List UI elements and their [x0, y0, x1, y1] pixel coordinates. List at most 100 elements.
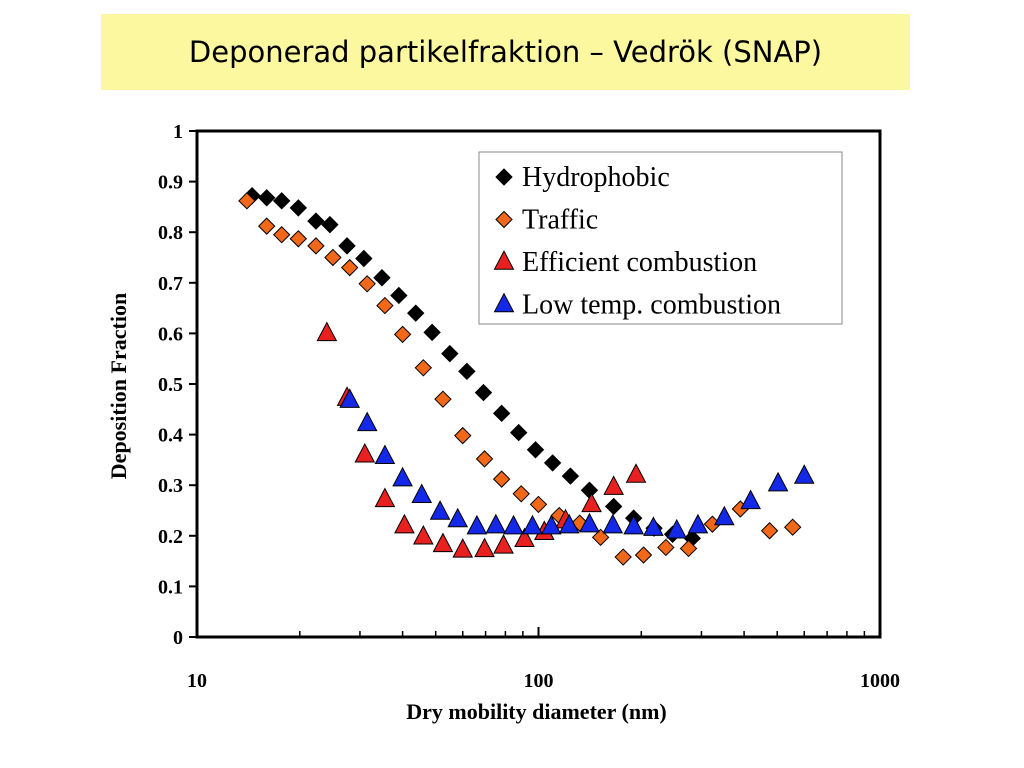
data-point — [272, 192, 291, 210]
data-point — [316, 321, 338, 342]
slide-title-text: Deponerad partikelfraktion – Vedrök (SNA… — [188, 35, 823, 69]
data-point — [414, 359, 433, 377]
y-tick-label: 0 — [173, 627, 183, 649]
data-point — [509, 423, 528, 442]
data-point — [492, 470, 511, 488]
data-point — [474, 383, 493, 402]
data-point — [392, 466, 413, 487]
data-point — [625, 463, 647, 483]
legend-label: Hydrophobic — [522, 162, 670, 193]
legend-marker — [493, 292, 515, 313]
data-point — [338, 237, 356, 255]
data-point — [657, 538, 675, 557]
data-point — [374, 444, 396, 465]
data-point — [687, 513, 709, 534]
y-tick-label: 0.3 — [158, 475, 183, 497]
data-point — [339, 388, 361, 408]
y-axis-title: Deposition Fraction — [106, 293, 131, 479]
data-point — [581, 492, 602, 513]
legend-marker — [493, 250, 515, 270]
data-point — [529, 495, 548, 514]
data-point — [307, 237, 325, 255]
data-point — [452, 538, 474, 558]
data-point — [454, 426, 472, 445]
data-point — [272, 226, 291, 244]
data-point — [354, 442, 376, 463]
data-point — [522, 514, 543, 535]
data-point — [413, 524, 434, 545]
data-point — [390, 286, 408, 305]
data-point — [493, 534, 514, 554]
data-point — [540, 514, 562, 535]
data-point — [411, 483, 433, 504]
data-point — [561, 467, 580, 485]
data-point — [492, 404, 511, 423]
data-point — [393, 325, 412, 344]
y-tick-label: 0.1 — [158, 576, 183, 598]
y-tick-label: 0.2 — [158, 526, 183, 548]
data-point — [238, 192, 256, 210]
data-point — [767, 471, 789, 492]
data-point — [580, 481, 599, 499]
data-point — [793, 464, 815, 484]
data-point — [432, 532, 454, 553]
x-tick-label: 10 — [187, 670, 207, 692]
data-point — [474, 537, 495, 558]
y-tick-label: 1 — [173, 121, 183, 143]
data-point — [503, 514, 524, 535]
data-point — [679, 539, 698, 558]
legend-box — [478, 151, 843, 325]
x-tick-label: 1000 — [860, 670, 900, 692]
data-point — [257, 189, 276, 207]
data-point — [614, 548, 632, 566]
y-tick-label: 0.6 — [158, 323, 183, 345]
y-tick-label: 0.5 — [158, 374, 183, 396]
axes: 0 0.1 0.2 0.3 0.4 0.5 0.6 0.7 0.8 0.9 1 10 100 1000 Dr… — [106, 121, 900, 724]
data-point — [441, 344, 459, 363]
data-point — [289, 199, 308, 217]
data-point — [434, 390, 452, 408]
series-efficient-combustion — [316, 321, 647, 558]
data-point — [604, 497, 623, 516]
data-point — [475, 450, 494, 468]
data-point — [376, 296, 394, 315]
y-tick-label: 0.8 — [158, 222, 183, 244]
y-tick-label: 0.9 — [158, 172, 183, 194]
data-point — [289, 230, 308, 248]
data-point — [307, 212, 325, 230]
data-point — [429, 500, 451, 520]
data-point — [634, 546, 653, 564]
data-point — [526, 441, 545, 459]
legend: Hydrophobic Traffic Efficient combustion Lo… — [478, 151, 843, 325]
data-point — [407, 304, 425, 322]
data-point — [783, 518, 802, 536]
legend-label: Low temp. combustion — [522, 290, 781, 321]
data-point — [485, 513, 507, 534]
data-point — [356, 411, 378, 432]
data-point — [603, 475, 624, 495]
data-point — [340, 258, 359, 277]
data-point — [602, 513, 624, 534]
data-point — [643, 516, 664, 536]
data-point — [257, 217, 276, 235]
data-point — [373, 269, 391, 287]
data-point — [512, 485, 530, 503]
data-point — [458, 362, 476, 381]
data-point — [321, 215, 339, 234]
slide-title: Deponerad partikelfraktion – Vedrök (SNA… — [101, 14, 910, 90]
data-point — [466, 514, 488, 535]
data-point — [355, 249, 373, 268]
legend-label: Efficient combustion — [522, 247, 757, 278]
y-tick-label: 0.7 — [158, 273, 183, 295]
data-point — [579, 512, 600, 533]
data-point — [423, 323, 441, 342]
data-point — [324, 248, 342, 267]
x-tick-label: 100 — [524, 670, 554, 692]
data-point — [447, 507, 469, 528]
y-tick-label: 0.4 — [158, 425, 183, 447]
series-traffic — [238, 192, 802, 566]
data-point — [760, 522, 779, 540]
legend-label: Traffic — [522, 205, 598, 236]
data-points — [238, 187, 815, 566]
